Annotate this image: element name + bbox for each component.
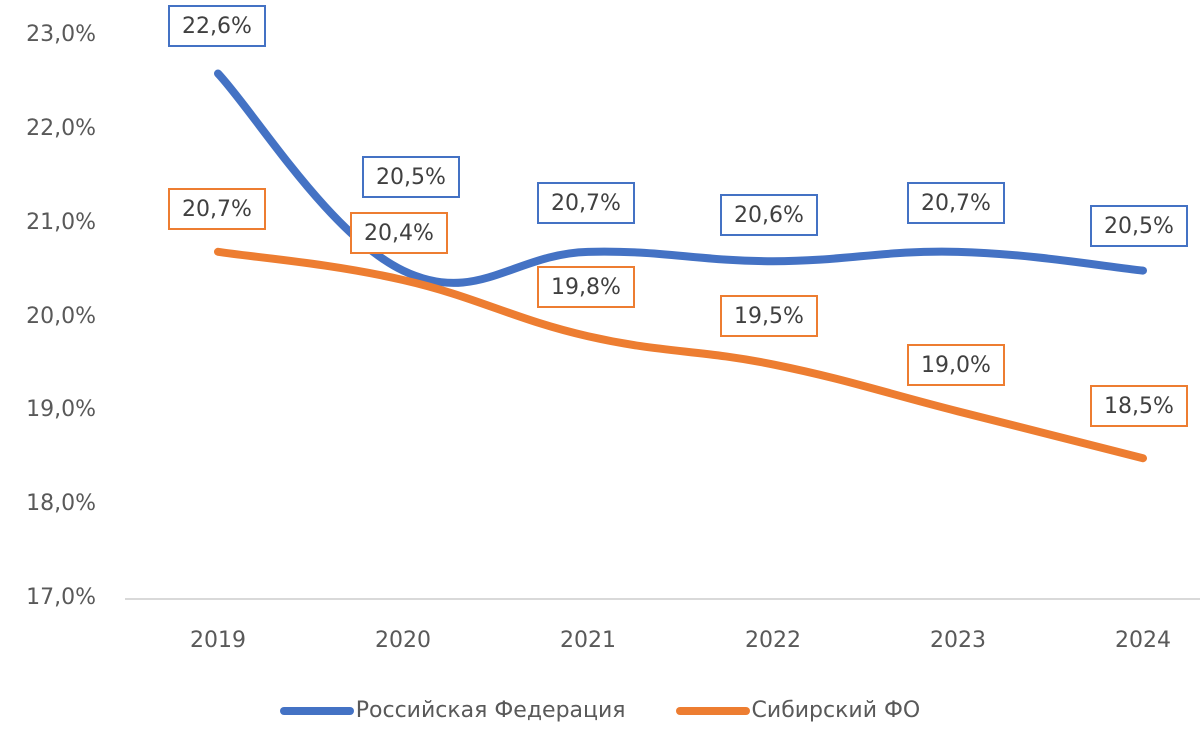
legend-swatch-orange-line-icon [675, 706, 750, 715]
y-tick-label: 19,0% [26, 397, 96, 423]
x-tick-label: 2020 [375, 628, 431, 653]
legend-item-siberian-fo[interactable]: Сибирский ФО [675, 698, 921, 723]
y-tick-label: 23,0% [26, 22, 96, 47]
data-label: 20,5% [362, 156, 460, 198]
series-line-siberian-fo [214, 247, 1147, 463]
y-tick-label: 20,0% [26, 303, 96, 329]
data-label: 20,5% [1090, 205, 1188, 247]
data-label: 18,5% [1090, 385, 1188, 427]
legend-label: Российская Федерация [355, 698, 626, 723]
x-tick-label: 2023 [930, 628, 986, 653]
data-label: 22,6% [168, 5, 266, 47]
legend-label: Сибирский ФО [751, 698, 921, 723]
y-tick-label: 18,0% [26, 491, 96, 517]
data-label: 20,6% [720, 194, 818, 236]
legend: Российская Федерация Сибирский ФО [0, 698, 1200, 723]
legend-swatch-blue-line-icon [279, 706, 354, 715]
data-label: 19,8% [537, 266, 635, 308]
data-label: 19,0% [907, 344, 1005, 386]
data-label: 20,7% [537, 182, 635, 224]
x-tick-label: 2021 [560, 628, 616, 653]
x-tick-label: 2019 [190, 628, 246, 653]
x-tick-label: 2024 [1115, 628, 1171, 653]
y-tick-label: 21,0% [26, 209, 96, 235]
legend-item-russian-federation[interactable]: Российская Федерация [279, 698, 626, 723]
data-label: 20,7% [168, 188, 266, 230]
data-label: 19,5% [720, 295, 818, 337]
data-label: 20,7% [907, 182, 1005, 224]
x-tick-label: 2022 [745, 628, 801, 653]
data-label: 20,4% [350, 212, 448, 254]
y-tick-label: 22,0% [26, 115, 96, 141]
y-tick-label: 17,0% [26, 585, 96, 610]
